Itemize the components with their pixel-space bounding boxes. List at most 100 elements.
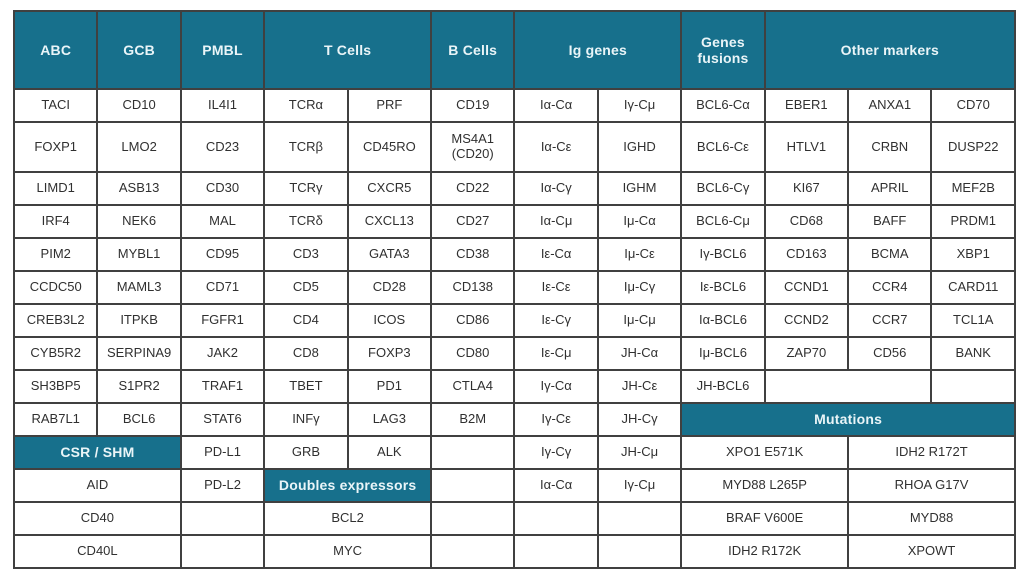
cell-jak2: JAK2 [179, 336, 266, 371]
cell-cd28: CD28 [346, 270, 433, 305]
cell-pd1: PD1 [346, 369, 433, 404]
cell-i-bcl6: Iγ-BCL6 [680, 237, 766, 272]
cell-tcr: TCRδ [263, 204, 349, 239]
cell-bcl6-c: BCL6-Cε [680, 121, 766, 173]
cell-jh-c: JH-Cγ [596, 402, 683, 437]
cell-cd40l: CD40L [13, 534, 182, 569]
empty-cell [596, 534, 683, 569]
cell-dusp22: DUSP22 [930, 121, 1016, 173]
cell-bcma: BCMA [847, 237, 933, 272]
section-header-other-markers: Other markers [763, 10, 1017, 90]
cell-prf: PRF [346, 88, 433, 123]
cell-i-c: Iα-Cα [513, 88, 599, 123]
cell-i-c: Iγ-Cμ [596, 88, 683, 123]
cell-i-c: Iε-Cγ [513, 303, 599, 338]
section-header-doubles-expressors: Doubles expressors [263, 468, 433, 503]
cell-cxcl13: CXCL13 [346, 204, 433, 239]
empty-cell [430, 534, 516, 569]
cell-traf1: TRAF1 [179, 369, 266, 404]
cell-mybl1: MYBL1 [96, 237, 182, 272]
empty-cell [430, 435, 516, 470]
empty-cell [430, 468, 516, 503]
empty-cell [513, 501, 599, 536]
cell-myd88-l265p: MYD88 L265P [680, 468, 850, 503]
table-row: RAB7L1 BCL6 STAT6 INFγ LAG3 B2M Iγ-Cε JH-Cγ Muta… [12, 402, 1016, 437]
table-row: PIM2 MYBL1 CD95 CD3 GATA3 CD38 Iε-Cα Iμ-Cε Iγ-BC… [12, 237, 1016, 272]
cell-i-c: Iμ-Cε [596, 237, 683, 272]
empty-cell [179, 534, 266, 569]
cell-i-c: Iγ-Cα [513, 369, 599, 404]
cell-ccnd1: CCND1 [763, 270, 850, 305]
cell-pd-l1: PD-L1 [179, 435, 266, 470]
table-row: AID PD-L2 Doubles expressors Iα-Cα Iγ-Cμ MYD8… [13, 468, 1016, 503]
cell-lmo2: LMO2 [96, 121, 182, 173]
cell-ms4a1-cd20: MS4A1 (CD20) [430, 121, 516, 173]
cell-creb3l2: CREB3L2 [12, 303, 99, 338]
cell-cyb5r2: CYB5R2 [12, 336, 99, 371]
cell-cd10: CD10 [96, 88, 182, 123]
cell-bcl6: BCL6 [96, 402, 182, 437]
cell-idh2-r172t: IDH2 R172T [847, 435, 1016, 470]
cell-cd19: CD19 [430, 88, 516, 123]
cell-cd8: CD8 [263, 336, 349, 371]
cell-i-c: Iγ-Cε [513, 402, 599, 437]
cell-rab7l1: RAB7L1 [12, 402, 99, 437]
cell-htlv1: HTLV1 [763, 121, 850, 173]
cell-inf: INFγ [263, 402, 349, 437]
cell-fgfr1: FGFR1 [179, 303, 266, 338]
cell-baff: BAFF [847, 204, 933, 239]
cell-cd5: CD5 [263, 270, 349, 305]
cell-tcr: TCRβ [263, 121, 349, 173]
table-row: LIMD1 ASB13 CD30 TCRγ CXCR5 CD22 Iα-Cγ IGHM BCL6… [12, 171, 1016, 206]
table-row: CCDC50 MAML3 CD71 CD5 CD28 CD138 Iε-Cε Iμ-Cγ Iε-… [12, 270, 1016, 305]
empty-cell [930, 369, 1016, 404]
section-header-gcb: GCB [96, 10, 182, 90]
cell-foxp3: FOXP3 [346, 336, 433, 371]
empty-cell [596, 501, 683, 536]
cell-jh-c: JH-Cε [596, 369, 683, 404]
section-header-mutations: Mutations [680, 402, 1016, 437]
cell-bcl6-c: BCL6-Cμ [680, 204, 766, 239]
cell-lag3: LAG3 [346, 402, 433, 437]
empty-cell [430, 501, 516, 536]
table-row: CYB5R2 SERPINA9 JAK2 CD8 FOXP3 CD80 Iε-Cμ JH-Cα… [12, 336, 1016, 371]
cell-ccr7: CCR7 [847, 303, 933, 338]
table-row: CREB3L2 ITPKB FGFR1 CD4 ICOS CD86 Iε-Cγ Iμ-Cμ Iα… [12, 303, 1016, 338]
cell-bcl2: BCL2 [263, 501, 433, 536]
cell-i-c: Iμ-Cγ [596, 270, 683, 305]
empty-cell [513, 534, 599, 569]
table-row: CSR / SHM PD-L1 GRB ALK Iγ-Cγ JH-Cμ XPO1 E571K… [13, 435, 1016, 470]
cell-i-c: Iε-Cα [513, 237, 599, 272]
cell-cd40: CD40 [13, 501, 182, 536]
cell-s1pr2: S1PR2 [96, 369, 182, 404]
cell-pim2: PIM2 [12, 237, 99, 272]
cell-cd30: CD30 [179, 171, 266, 206]
cell-jh-bcl6: JH-BCL6 [680, 369, 766, 404]
cell-maml3: MAML3 [96, 270, 182, 305]
cell-mal: MAL [179, 204, 266, 239]
cell-bcl6-c: BCL6-Cα [680, 88, 766, 123]
cell-tbet: TBET [263, 369, 349, 404]
cell-asb13: ASB13 [96, 171, 182, 206]
section-header-b-cells: B Cells [430, 10, 516, 90]
cell-cd27: CD27 [430, 204, 516, 239]
cell-sh3bp5: SH3BP5 [12, 369, 99, 404]
cell-cd95: CD95 [179, 237, 266, 272]
cell-rhoa-g17v: RHOA G17V [847, 468, 1016, 503]
cell-ki67: KI67 [763, 171, 850, 206]
table-row: SH3BP5 S1PR2 TRAF1 TBET PD1 CTLA4 Iγ-Cα JH-Cε JH… [12, 369, 1016, 404]
section-header-t-cells: T Cells [263, 10, 433, 90]
cell-il4i1: IL4I1 [179, 88, 266, 123]
section-header-abc: ABC [12, 10, 99, 90]
cell-icos: ICOS [346, 303, 433, 338]
empty-cell [179, 501, 266, 536]
cell-eber1: EBER1 [763, 88, 850, 123]
cell-cd4: CD4 [263, 303, 349, 338]
cell-i-c: Iα-Cγ [513, 171, 599, 206]
cell-ccdc50: CCDC50 [12, 270, 99, 305]
cell-ighd: IGHD [596, 121, 683, 173]
cell-april: APRIL [847, 171, 933, 206]
cell-card11: CARD11 [930, 270, 1016, 305]
cell-serpina9: SERPINA9 [96, 336, 182, 371]
